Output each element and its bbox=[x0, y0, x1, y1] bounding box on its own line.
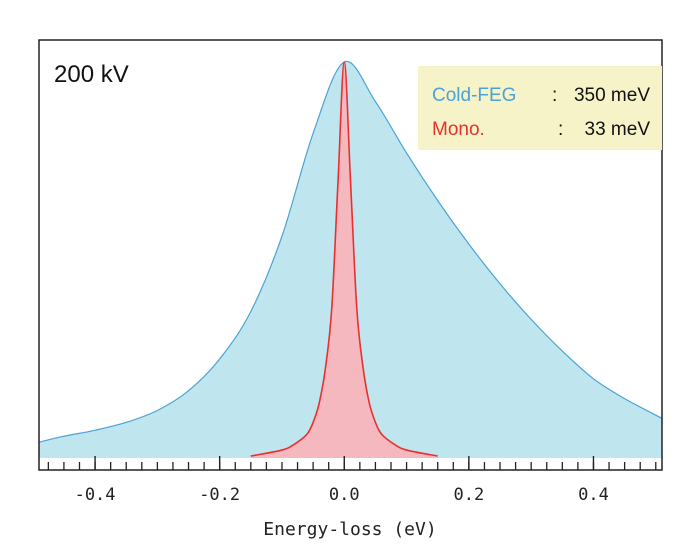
legend-series-value: 350 meV bbox=[574, 85, 650, 106]
series-area-mono bbox=[250, 62, 438, 458]
legend-series-value: 33 meV bbox=[585, 119, 651, 140]
x-tick-label: 0.2 bbox=[454, 485, 485, 505]
x-tick-label: 0.4 bbox=[578, 485, 609, 505]
x-tick-label: -0.4 bbox=[75, 485, 116, 505]
legend-series-name: Mono. bbox=[432, 119, 485, 140]
legend-separator: : bbox=[552, 85, 557, 106]
legend-series-name: Cold-FEG bbox=[432, 85, 516, 106]
x-axis-label: Energy-loss (eV) bbox=[263, 519, 436, 540]
series-line-mono bbox=[250, 61, 438, 457]
voltage-label: 200 kV bbox=[54, 61, 129, 88]
x-tick-label: 0.0 bbox=[329, 485, 360, 505]
legend-separator: : bbox=[558, 119, 563, 140]
legend-box bbox=[418, 66, 662, 150]
plot-content bbox=[38, 60, 663, 458]
x-axis-ticks: -0.4 -0.2 0.0 0.2 0.4 bbox=[47, 456, 657, 505]
legend: Cold-FEG : 350 meV Mono. : 33 meV bbox=[418, 66, 662, 150]
series-line-cold-feg bbox=[38, 60, 663, 443]
x-tick-label: -0.2 bbox=[199, 485, 240, 505]
plot-frame bbox=[38, 39, 663, 471]
